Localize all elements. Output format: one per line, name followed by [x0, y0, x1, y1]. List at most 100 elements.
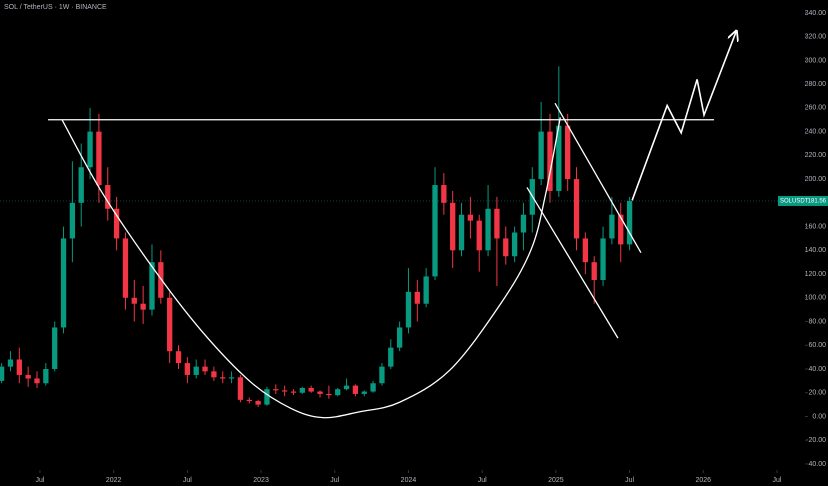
y-tick-label: 0.00	[812, 413, 826, 420]
candle-body	[290, 391, 297, 393]
candle-body	[405, 291, 412, 328]
x-tick-label: Jul	[625, 477, 634, 484]
y-tick-label: 300.00	[805, 57, 827, 64]
candle-body	[388, 347, 394, 367]
projection	[631, 32, 736, 201]
candle-body	[467, 214, 474, 221]
candle-body	[352, 385, 359, 394]
candle-body	[299, 387, 305, 393]
candle-body	[582, 238, 589, 263]
candle-body	[43, 368, 49, 384]
candle-body	[264, 389, 270, 405]
candle-body	[414, 291, 420, 304]
candle-body	[193, 366, 199, 375]
candle-body	[396, 327, 403, 348]
x-tick-label: 2025	[548, 477, 564, 484]
candle-body	[78, 167, 84, 203]
x-tick-label: Jul	[330, 477, 339, 484]
candle-body	[281, 390, 288, 392]
candle-body	[25, 374, 31, 379]
x-tick-label: 2026	[695, 477, 711, 484]
candle-body	[494, 208, 500, 239]
candle-body	[591, 262, 597, 280]
candle-body	[7, 359, 14, 367]
candle-body	[609, 214, 615, 239]
candle-body	[600, 238, 606, 280]
y-tick-label: 340.00	[805, 10, 827, 17]
candle-body	[0, 366, 5, 381]
x-tick-label: 2022	[106, 477, 122, 484]
symbol-label: SOLUSDT	[780, 199, 809, 205]
y-tick-label: 20.00	[808, 390, 826, 397]
candle-body	[626, 200, 633, 245]
candle-body	[52, 327, 58, 369]
y-tick-label: 40.00	[808, 366, 826, 373]
y-tick-label: 140.00	[805, 247, 827, 254]
y-tick-label: 220.00	[805, 152, 827, 159]
candle-body	[511, 232, 518, 257]
candle-body	[184, 363, 191, 375]
candle-body	[370, 383, 376, 392]
candle-body	[458, 214, 465, 251]
candle-body	[220, 377, 226, 379]
candle-body	[175, 351, 182, 364]
candle-body	[255, 401, 261, 405]
candle-body	[573, 179, 580, 239]
candle-body	[87, 131, 93, 168]
y-tick-label: 200.00	[805, 176, 827, 183]
candle-body	[547, 131, 553, 191]
candle-body	[441, 185, 447, 203]
candle-body	[237, 377, 244, 400]
channel-lower	[526, 187, 619, 339]
x-tick-label: Jul	[773, 477, 782, 484]
y-tick-label: 320.00	[805, 34, 827, 41]
candle-body	[503, 238, 509, 257]
cup	[61, 117, 561, 419]
candle-body	[485, 208, 491, 251]
y-tick-label: 80.00	[808, 318, 826, 325]
channel-upper	[554, 102, 642, 254]
x-tick-label: Jul	[35, 477, 44, 484]
candle-body	[450, 202, 456, 251]
y-tick-label: 260.00	[805, 105, 827, 112]
candle-body	[69, 202, 76, 239]
candle-body	[60, 238, 67, 328]
candle-body	[317, 391, 323, 394]
x-tick-label: Jul	[183, 477, 192, 484]
candle-body	[202, 366, 208, 372]
chart-title: SOL / TetherUS · 1W · BINANCE	[4, 4, 107, 11]
candle-body	[273, 389, 279, 391]
x-tick-label: 2024	[401, 477, 417, 484]
candle-body	[618, 214, 624, 245]
candle-body	[96, 131, 102, 186]
candle-body	[122, 238, 129, 298]
y-tick-label: 280.00	[805, 81, 827, 88]
y-tick-label: 240.00	[805, 128, 827, 135]
x-tick-label: Jul	[478, 477, 487, 484]
candle-body	[140, 303, 146, 310]
candle-body	[113, 208, 120, 239]
candle-body	[16, 359, 22, 375]
y-tick-label: 160.00	[805, 223, 827, 230]
candle-body	[565, 125, 571, 180]
candle-body	[211, 371, 217, 378]
candle-body	[308, 387, 314, 392]
candle-body	[246, 399, 252, 402]
candle-body	[335, 389, 341, 396]
candle-body	[361, 391, 367, 394]
y-tick-label: 120.00	[805, 271, 827, 278]
candle-body	[167, 297, 173, 352]
candle-body	[520, 214, 527, 233]
candle-body	[476, 220, 482, 251]
candle-body	[432, 185, 438, 277]
x-tick-label: 2023	[253, 477, 269, 484]
candle-body	[538, 131, 544, 180]
candle-body	[423, 276, 429, 304]
y-tick-label: 100.00	[805, 295, 827, 302]
candle-body	[34, 378, 40, 384]
candle-body	[105, 185, 111, 209]
candle-body	[343, 385, 350, 390]
candle-body	[149, 262, 155, 310]
